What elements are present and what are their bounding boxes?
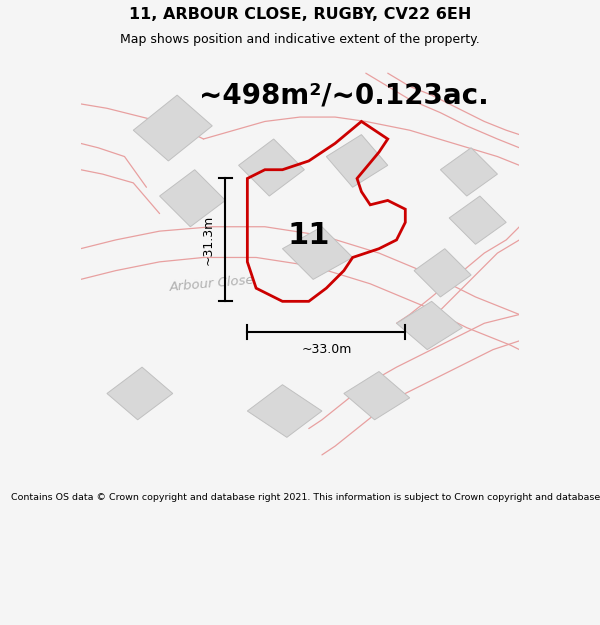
Text: Arbour Close: Arbour Close [169, 274, 255, 294]
Text: Contains OS data © Crown copyright and database right 2021. This information is : Contains OS data © Crown copyright and d… [11, 492, 600, 502]
Polygon shape [344, 371, 410, 420]
Polygon shape [414, 249, 471, 297]
Text: ~31.3m: ~31.3m [202, 215, 214, 265]
Text: Map shows position and indicative extent of the property.: Map shows position and indicative extent… [120, 34, 480, 46]
Polygon shape [449, 196, 506, 244]
Polygon shape [326, 134, 388, 188]
Polygon shape [440, 148, 497, 196]
Text: ~498m²/~0.123ac.: ~498m²/~0.123ac. [199, 81, 489, 109]
Polygon shape [133, 95, 212, 161]
Polygon shape [247, 385, 322, 438]
Text: ~33.0m: ~33.0m [301, 343, 352, 356]
Polygon shape [239, 139, 304, 196]
Polygon shape [160, 170, 226, 227]
Text: 11, ARBOUR CLOSE, RUGBY, CV22 6EH: 11, ARBOUR CLOSE, RUGBY, CV22 6EH [129, 7, 471, 22]
Polygon shape [283, 227, 353, 279]
Polygon shape [107, 367, 173, 420]
Text: 11: 11 [287, 221, 330, 250]
Polygon shape [397, 301, 463, 349]
